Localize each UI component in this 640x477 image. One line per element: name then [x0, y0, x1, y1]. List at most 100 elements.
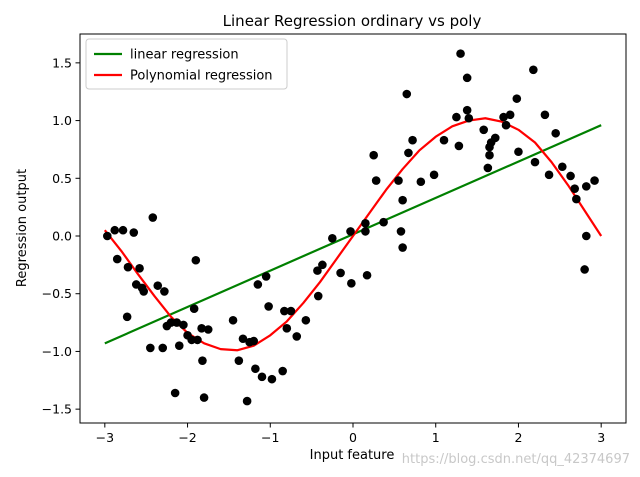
data-point	[253, 280, 263, 289]
y-tick-label: −0.5	[42, 286, 72, 301]
x-tick-label: −1	[261, 430, 279, 445]
data-point	[404, 148, 413, 158]
data-point	[172, 318, 182, 327]
data-point	[203, 325, 213, 334]
x-tick-label: −3	[96, 430, 114, 445]
data-point	[123, 262, 133, 272]
data-point	[346, 227, 355, 236]
data-point	[454, 141, 464, 151]
legend-entry: Polynomial regression	[130, 69, 273, 84]
data-point	[197, 324, 206, 333]
x-tick-label: 1	[432, 430, 440, 445]
data-point	[501, 120, 511, 130]
data-point	[112, 254, 122, 264]
data-point	[505, 110, 515, 120]
data-point	[499, 112, 508, 122]
data-point	[158, 343, 168, 353]
data-point	[347, 279, 356, 288]
data-point	[580, 265, 589, 274]
data-point	[581, 182, 591, 191]
data-point	[530, 157, 540, 167]
data-point	[479, 125, 489, 135]
data-point	[328, 234, 337, 243]
x-axis-label: Input feature	[310, 448, 395, 463]
data-point	[251, 364, 260, 374]
data-point	[242, 396, 252, 406]
data-point	[135, 264, 144, 273]
data-point	[129, 228, 139, 237]
data-point	[174, 341, 184, 350]
y-tick-label: 1.5	[52, 55, 72, 70]
data-point	[313, 291, 323, 301]
x-tick-label: −2	[178, 430, 196, 445]
data-point	[514, 147, 523, 157]
data-point	[103, 231, 112, 241]
data-point	[261, 272, 271, 281]
data-point	[452, 112, 461, 122]
data-point	[362, 270, 372, 280]
data-point	[238, 334, 248, 344]
data-point	[558, 162, 567, 172]
x-tick-label: 2	[514, 430, 522, 445]
data-point	[371, 176, 381, 185]
y-axis: −1.5 −1.0 −0.5 0.0 0.5 1.0 1.5	[42, 55, 80, 417]
data-point	[462, 105, 472, 115]
data-point	[590, 176, 599, 185]
data-point	[286, 306, 296, 316]
data-point	[396, 227, 406, 236]
data-point	[551, 128, 560, 138]
x-axis: −3 −2 −1 0 1 2 3	[96, 423, 605, 445]
data-point	[462, 73, 472, 83]
data-point	[394, 176, 403, 185]
data-point	[139, 287, 148, 296]
legend-entry: linear regression	[130, 48, 239, 63]
x-tick-label: 3	[597, 430, 605, 445]
data-point	[118, 225, 128, 235]
data-point	[292, 332, 302, 341]
data-point	[361, 227, 370, 236]
data-point	[122, 312, 132, 322]
legend: linear regression Polynomial regression	[85, 38, 288, 90]
data-point	[199, 393, 209, 402]
y-tick-label: 0.5	[52, 171, 72, 186]
data-point	[148, 213, 158, 222]
chart-title: Linear Regression ordinary vs poly	[223, 12, 482, 30]
data-point	[566, 171, 575, 181]
data-point	[191, 255, 201, 265]
y-tick-label: 1.0	[52, 113, 72, 128]
data-point	[160, 287, 169, 296]
data-point	[581, 231, 591, 241]
data-point	[313, 266, 322, 275]
data-point	[282, 324, 292, 333]
data-point	[408, 135, 417, 145]
data-point	[336, 268, 345, 278]
y-tick-label: −1.0	[42, 344, 72, 359]
data-point	[485, 150, 494, 160]
data-point	[301, 315, 311, 325]
data-point	[264, 302, 273, 311]
data-point	[170, 388, 180, 398]
y-tick-label: −1.5	[42, 402, 72, 417]
watermark: https://blog.csdn.net/qq_42374697	[402, 452, 630, 467]
data-point	[193, 335, 202, 345]
data-point	[464, 113, 474, 123]
data-point	[267, 374, 277, 384]
data-point	[439, 135, 449, 145]
data-point	[361, 219, 370, 228]
data-point	[429, 170, 439, 180]
data-point	[544, 170, 554, 180]
data-point	[398, 195, 407, 205]
y-axis-label: Regression output	[15, 169, 30, 287]
data-point	[572, 194, 581, 204]
data-point	[379, 217, 388, 227]
data-point	[179, 320, 188, 330]
data-point	[416, 177, 426, 187]
data-point	[456, 49, 465, 58]
data-point	[234, 356, 244, 365]
data-point	[490, 133, 500, 143]
data-point	[189, 304, 199, 314]
data-point	[483, 163, 493, 173]
legend-box	[85, 38, 288, 90]
plot-area	[79, 33, 627, 424]
